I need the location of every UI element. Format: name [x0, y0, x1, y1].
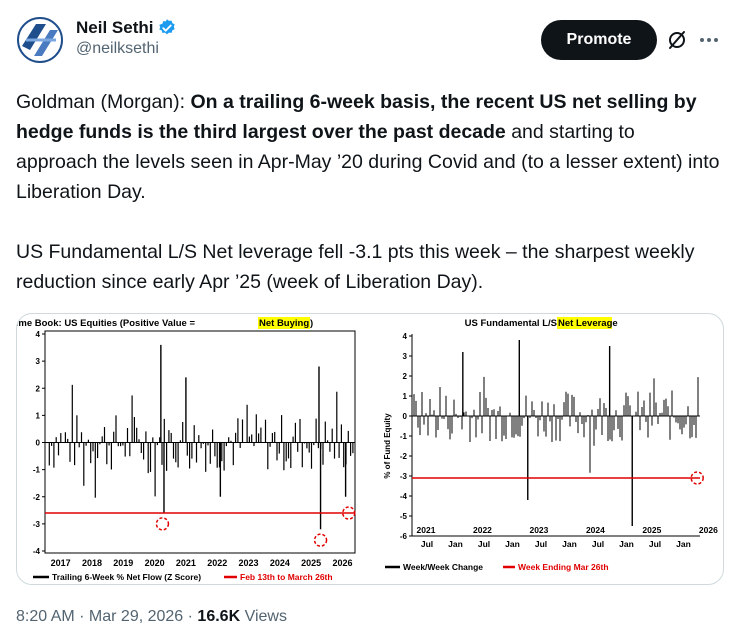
post-bold: On a trailing 6-week basis, the recent U… [16, 91, 697, 143]
y-tick-label: 0 [403, 412, 408, 421]
x-year-label: 2022 [473, 525, 492, 535]
x-month-label: Jul [649, 539, 661, 549]
x-month-label: Jul [478, 539, 490, 549]
chart-right-ylabel: % of Fund Equity [383, 413, 392, 479]
views-count: 16.6K [197, 608, 241, 625]
x-tick-label: 2025 [301, 558, 321, 568]
x-year-label: 2021 [417, 525, 436, 535]
x-tick-label: 2019 [113, 558, 133, 568]
y-tick-label: 0 [36, 439, 41, 448]
y-tick-label: 3 [403, 352, 408, 361]
y-tick-label: -1 [33, 466, 41, 475]
views-label: Views [240, 608, 287, 625]
y-tick-label: 4 [403, 332, 408, 341]
x-month-label: Jul [592, 539, 604, 549]
y-tick-label: -2 [33, 493, 41, 502]
x-year-label: 2025 [642, 525, 661, 535]
post-meta: 8:20 AM · Mar 29, 2026 · 16.6K Views [16, 607, 287, 627]
chart-right-bars [413, 340, 699, 526]
x-tick-label: 2017 [51, 558, 71, 568]
chart-right-highlight-circles [690, 471, 704, 485]
y-tick-label: 3 [36, 357, 41, 366]
post-time[interactable]: 8:20 AM [16, 608, 75, 625]
highlight-circle [155, 517, 170, 531]
author-handle[interactable]: @neilksethi [76, 40, 159, 57]
chart-left-title-highlight: Net Buying [259, 318, 309, 329]
chart-right-x-ticks: Jul Jan Jul Jan Jul Jan Jul Jan Jul Jan 2021 2022 20… [417, 525, 719, 549]
post-text: Goldman (Morgan): On a trailing 6-week b… [16, 87, 721, 297]
post-date[interactable]: Mar 29, 2026 [88, 608, 184, 625]
x-year-label: 2026 [699, 525, 718, 535]
y-tick-label: -1 [400, 432, 408, 441]
x-tick-label: 2024 [270, 558, 290, 568]
x-month-label: Jan [448, 539, 463, 549]
highlight-circle [341, 506, 356, 520]
neil-sethi-logo [16, 16, 64, 64]
author-block: Neil Sethi @neilksethi [76, 18, 177, 58]
meta-separator: · [74, 608, 89, 625]
highlight-circle [313, 533, 328, 547]
x-month-label: Jan [505, 539, 520, 549]
more-icon[interactable] [697, 28, 721, 52]
chart-left-title: Prime Book: US Equities (Positive Value … [17, 318, 195, 329]
y-tick-label: -4 [400, 492, 408, 501]
x-year-label: 2024 [586, 525, 605, 535]
chart-right-legend-1: Week/Week Change [403, 562, 483, 572]
x-month-label: Jan [619, 539, 634, 549]
grok-icon[interactable] [665, 28, 689, 52]
x-year-label: 2023 [529, 525, 548, 535]
y-tick-label: -6 [400, 532, 408, 541]
post-paragraph-2: US Fundamental L/S Net leverage fell -3.… [16, 241, 695, 293]
chart-left-y-ticks: 4 3 2 1 0 -1 -2 -3 -4 [33, 330, 45, 556]
y-tick-label: -2 [400, 452, 408, 461]
x-tick-label: 2021 [176, 558, 196, 568]
chart-right-title: US Fundamental L/S [465, 318, 557, 329]
post-paragraph-1: Goldman (Morgan): On a trailing 6-week b… [16, 87, 721, 207]
x-tick-label: 2020 [145, 558, 165, 568]
chart-right-legend-2: Week Ending Mar 26th [518, 562, 609, 572]
chart-left-highlight-circles [155, 506, 356, 547]
chart-left-x-ticks: 2017 2018 2019 2020 2021 2022 2023 2024 2025 2026 [51, 558, 353, 568]
chart-right-y-ticks: 4 3 2 1 0 -1 -2 -3 -4 -5 -6 [400, 332, 412, 541]
y-tick-label: 1 [403, 392, 408, 401]
avatar[interactable] [16, 16, 64, 64]
chart-right: US Fundamental L/S Net Leverage % of Fun… [383, 317, 718, 572]
y-tick-label: -3 [400, 472, 408, 481]
charts-image: Prime Book: US Equities (Positive Value … [17, 317, 718, 582]
chart-left-title-highlight-bg [258, 317, 310, 329]
x-tick-label: 2023 [239, 558, 259, 568]
chart-left-title-end: ) [310, 318, 313, 329]
meta-separator: · [183, 608, 198, 625]
x-month-label: Jan [562, 539, 577, 549]
promote-button[interactable]: Promote [541, 20, 657, 60]
x-month-label: Jan [676, 539, 691, 549]
chart-left-legend-1: Trailing 6-Week % Net Flow (Z Score) [52, 572, 201, 582]
chart-left-bars [46, 344, 354, 530]
chart-left-legend-2: Feb 13th to March 26th [240, 572, 333, 582]
post-rest: and starting to approach the levels seen… [16, 121, 720, 203]
post-media[interactable]: Prime Book: US Equities (Positive Value … [16, 313, 724, 585]
y-tick-label: -4 [33, 547, 41, 556]
x-tick-label: 2022 [207, 558, 227, 568]
x-month-label: Jul [535, 539, 547, 549]
y-tick-label: -3 [33, 520, 41, 529]
y-tick-label: 2 [36, 384, 41, 393]
chart-right-title-highlight-bg [557, 317, 612, 329]
y-tick-label: -5 [400, 512, 408, 521]
x-tick-label: 2018 [82, 558, 102, 568]
chart-right-title-highlight: Net Leverage [558, 318, 618, 329]
author-name[interactable]: Neil Sethi [76, 18, 154, 37]
post-lead: Goldman (Morgan): [16, 91, 191, 113]
y-tick-label: 2 [403, 372, 408, 381]
chart-left: Prime Book: US Equities (Positive Value … [17, 317, 356, 582]
verified-badge-icon [159, 19, 176, 35]
x-tick-label: 2026 [332, 558, 352, 568]
y-tick-label: 4 [36, 330, 41, 339]
highlight-circle [690, 471, 704, 485]
x-month-label: Jul [421, 539, 433, 549]
y-tick-label: 1 [36, 411, 41, 420]
